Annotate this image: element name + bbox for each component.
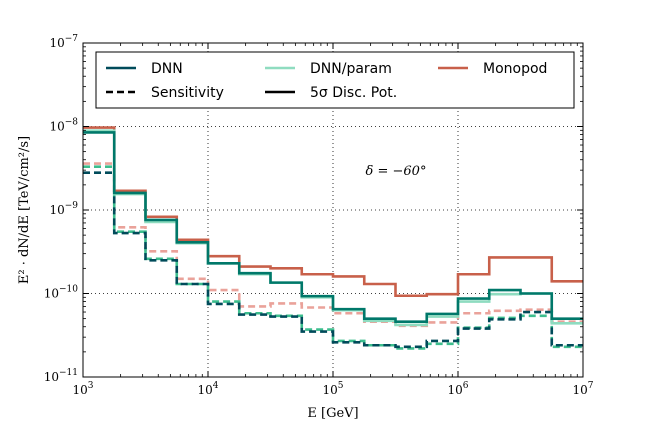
legend-label: 5σ Disc. Pot. (310, 85, 397, 101)
x-tick-label: 104 (197, 381, 218, 397)
series-dnn-sensitivity (83, 171, 583, 349)
legend-label: Sensitivity (151, 85, 224, 101)
y-tick-label: 10−8 (49, 118, 78, 134)
plot-frame (82, 42, 584, 378)
y-tick-label: 10−7 (49, 34, 78, 50)
y-tick-label: 10−11 (44, 368, 78, 384)
series-layer (83, 126, 583, 350)
legend-label: DNN (151, 61, 183, 77)
y-axis-label: E² · dN/dE [TeV/cm²/s] (17, 136, 32, 284)
x-tick-label: 103 (72, 381, 93, 397)
series-dnn-5-disc-pot- (83, 131, 583, 323)
legend-label: Monopod (483, 61, 547, 77)
legend: DNN DNN/param Monopod Sensitivity 5σ Disc. P… (95, 51, 575, 109)
x-tick-label: 106 (447, 381, 468, 397)
x-tick-label: 107 (572, 381, 593, 397)
x-tick-label: 105 (322, 381, 343, 397)
legend-box (95, 51, 575, 109)
series-monopod-5-disc-pot- (83, 126, 583, 298)
x-axis-label: E [GeV] (307, 406, 358, 421)
legend-entries: DNN DNN/param Monopod Sensitivity 5σ Disc. P… (106, 61, 547, 101)
annotation: δ = −60° (366, 164, 427, 179)
axis-ticks: 103 104 105 106 107 10−11 10−10 10−9 10−8 10−7 (44, 34, 594, 397)
y-tick-label: 10−10 (44, 285, 79, 301)
y-tick-label: 10−9 (49, 201, 78, 217)
legend-label: DNN/param (310, 61, 392, 77)
